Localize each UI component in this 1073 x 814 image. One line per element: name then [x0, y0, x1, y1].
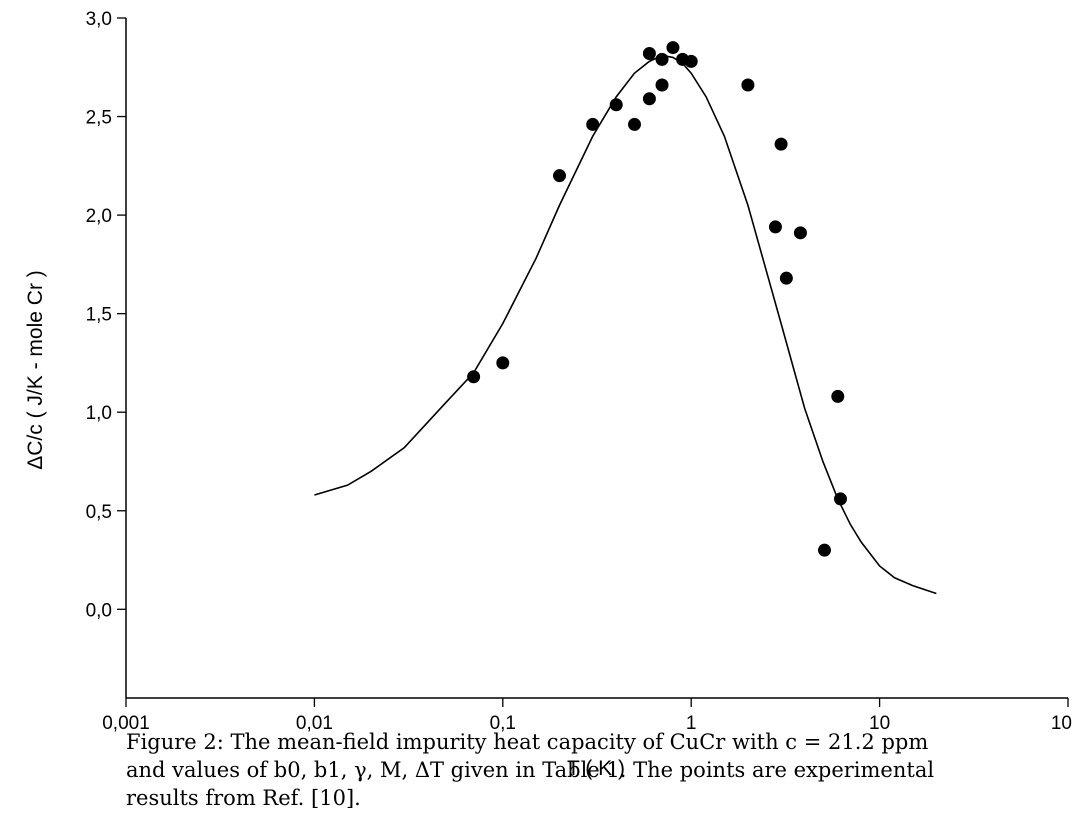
data-point [642, 46, 656, 60]
caption-line-1: Figure 2: The mean-field impurity heat c… [126, 730, 929, 754]
data-point [655, 52, 669, 66]
data-point [833, 492, 847, 506]
y-ticks: 0,0 0,5 1,0 1,5 2,0 2,5 3,0 [86, 9, 126, 621]
y-axis-title: ΔC/c ( J/K - mole Cr ) [24, 270, 47, 470]
data-point [496, 356, 510, 370]
data-point [793, 226, 807, 240]
y-tick-label: 2,0 [86, 206, 112, 227]
x-tick-label: 10 [1051, 713, 1072, 734]
data-point [655, 78, 669, 92]
x-axis-title: T ( K ) [567, 757, 625, 780]
y-tick-label: 1,0 [86, 403, 112, 424]
x-tick-label: 0,01 [296, 713, 333, 734]
figure-caption: Figure 2: The mean-field impurity heat c… [126, 728, 1066, 814]
points-layer [467, 41, 847, 557]
data-point [609, 98, 623, 112]
data-point [467, 370, 481, 384]
caption-line-2: and values of b0, b1, γ, M, ΔT given in … [126, 758, 935, 782]
y-tick-label: 0,0 [86, 600, 112, 621]
x-ticks: 0,001 0,01 0,1 1 10 10 [102, 698, 1072, 734]
model-curve [314, 54, 937, 595]
curve-layer [314, 54, 937, 595]
x-tick-label: 0,1 [490, 713, 516, 734]
data-point [586, 117, 600, 131]
data-point [684, 54, 698, 68]
x-tick-label: 0,001 [102, 713, 150, 734]
caption-line-3: results from Ref. [10]. [126, 786, 361, 810]
data-point [779, 271, 793, 285]
y-tick-label: 0,5 [86, 502, 112, 523]
y-tick-label: 3,0 [86, 9, 112, 30]
y-tick-label: 2,5 [86, 108, 112, 129]
data-point [627, 117, 641, 131]
data-point [831, 389, 845, 403]
data-point [768, 220, 782, 234]
data-point [741, 78, 755, 92]
data-point [666, 41, 680, 55]
data-point [642, 92, 656, 106]
data-point [818, 543, 832, 557]
axes [125, 18, 1068, 699]
data-point [774, 137, 788, 151]
data-point [553, 169, 567, 183]
x-tick-label: 10 [869, 713, 890, 734]
x-tick-label: 1 [686, 713, 697, 734]
y-tick-label: 1,5 [86, 305, 112, 326]
